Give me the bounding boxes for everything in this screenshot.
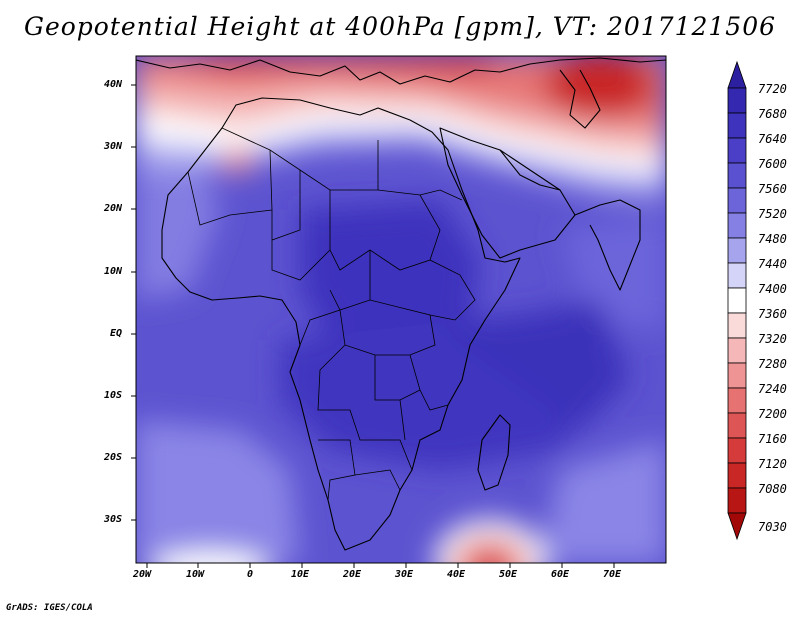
colorbar-label: 7440 xyxy=(758,257,787,271)
colorbar-label: 7560 xyxy=(758,182,787,196)
colorbar-swatch xyxy=(727,262,747,289)
colorbar-swatch xyxy=(727,437,747,464)
lat-label-10s: 10S xyxy=(104,390,123,401)
lon-label-10e: 10E xyxy=(291,569,310,580)
lon-label-70e: 70E xyxy=(603,569,622,580)
lon-label-20w: 20W xyxy=(133,569,152,580)
colorbar-swatch xyxy=(727,212,747,239)
lat-label-20n: 20N xyxy=(104,203,123,214)
lat-label-40n: 40N xyxy=(104,79,123,90)
lat-label-10n: 10N xyxy=(104,266,123,277)
colorbar-swatch xyxy=(727,312,747,339)
lon-label-60e: 60E xyxy=(551,569,570,580)
colorbar-swatch xyxy=(727,162,747,189)
colorbar-label: 7240 xyxy=(758,382,787,396)
colorbar-label: 7720 xyxy=(758,82,787,96)
colorbar-swatch xyxy=(727,337,747,364)
colorbar-label: 7320 xyxy=(758,332,787,346)
lat-label-30s: 30S xyxy=(104,514,123,525)
india-coast xyxy=(574,199,641,291)
map-frame xyxy=(135,55,667,564)
colorbar-label: 7600 xyxy=(758,157,787,171)
colorbar-bottom-triangle xyxy=(727,512,747,541)
madagascar xyxy=(477,414,511,491)
colorbar-swatch xyxy=(727,487,747,514)
colorbar-label: 7200 xyxy=(758,407,787,421)
colorbar-top-triangle xyxy=(727,60,747,89)
colorbar-label: 7030 xyxy=(758,520,787,534)
colorbar-swatch xyxy=(727,412,747,439)
colorbar-label: 7280 xyxy=(758,357,787,371)
colorbar-label: 7680 xyxy=(758,107,787,121)
colorbar-swatch xyxy=(727,237,747,264)
colorbar-label: 7120 xyxy=(758,457,787,471)
axis-ticks xyxy=(131,84,615,568)
lat-label-eq: EQ xyxy=(110,328,123,339)
colorbar-swatch xyxy=(727,287,747,314)
country-borders xyxy=(187,127,476,501)
colorbar-label: 7160 xyxy=(758,432,787,446)
colorbar-swatch xyxy=(727,87,747,114)
colorbar-swatch xyxy=(727,462,747,489)
colorbar-label: 7480 xyxy=(758,232,787,246)
colorbar-label: 7640 xyxy=(758,132,787,146)
colorbar-swatch xyxy=(727,112,747,139)
colorbar-swatch xyxy=(727,137,747,164)
colorbar-swatch xyxy=(727,187,747,214)
europe-coast xyxy=(136,57,666,85)
caspian-coast xyxy=(559,69,601,129)
colorbar-label: 7360 xyxy=(758,307,787,321)
lat-label-30n: 30N xyxy=(104,141,123,152)
lon-label-30e: 30E xyxy=(395,569,414,580)
lon-label-10w: 10W xyxy=(186,569,205,580)
lon-label-40e: 40E xyxy=(447,569,466,580)
grads-credit: GrADS: IGES/COLA xyxy=(6,603,93,613)
colorbar-label: 7520 xyxy=(758,207,787,221)
lon-label-50e: 50E xyxy=(499,569,518,580)
colorbar-swatch xyxy=(727,362,747,389)
lon-label-0: 0 xyxy=(247,569,254,580)
colorbar-label: 7080 xyxy=(758,482,787,496)
gulf-coast xyxy=(499,149,561,191)
coastlines xyxy=(136,57,666,551)
map-title: Geopotential Height at 400hPa [gpm], VT:… xyxy=(23,12,777,41)
height-field xyxy=(136,56,666,563)
colorbar-label: 7400 xyxy=(758,282,787,296)
lat-label-20s: 20S xyxy=(104,452,123,463)
africa-coastline xyxy=(161,97,521,551)
colorbar xyxy=(727,60,747,541)
lon-label-20e: 20E xyxy=(343,569,362,580)
colorbar-swatch xyxy=(727,387,747,414)
